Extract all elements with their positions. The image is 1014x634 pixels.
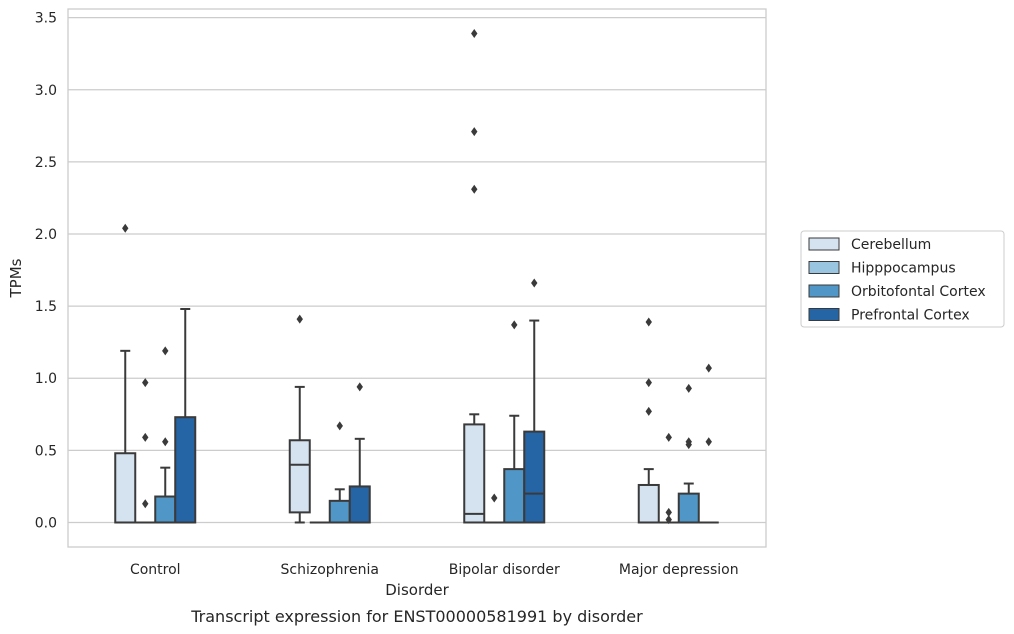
outlier-point [685,383,692,393]
box-prefrontal-cortex [174,308,197,524]
box-prefrontal-cortex [348,382,371,524]
x-tick-label: Control [130,562,181,578]
box-hipppocampus [484,493,505,524]
box-orbitofontal-cortex [503,320,526,524]
legend-swatch [808,237,840,251]
outlier-point [645,378,652,388]
outlier-point [511,320,518,330]
y-tick-label: 1.5 [35,299,57,315]
box-cerebellum [114,223,137,524]
box-hipppocampus [658,432,679,525]
box-body [463,423,486,524]
box-body [677,492,700,524]
legend-swatch [808,284,840,298]
outlier-point [665,515,672,525]
outlier-point [685,437,692,447]
legend-swatch [808,308,840,321]
outlier-point [162,437,169,447]
outlier-point [336,421,343,431]
box-body [114,452,137,524]
legend-swatch [808,261,840,274]
box-prefrontal-cortex [523,278,546,524]
outlier-point [471,29,478,39]
outlier-point [142,378,149,388]
x-tick-label: Bipolar disorder [449,562,560,578]
x-axis-label: Disorder [385,581,449,599]
box-orbitofontal-cortex [328,421,351,524]
y-axis-ticks: 0.0 0.5 1.0 1.5 2.0 2.5 3.0 3.5 [35,11,57,532]
chart-caption: Transcript expression for ENST0000058199… [190,607,643,626]
outlier-point [705,437,712,447]
box-body [503,468,526,524]
outlier-point [471,184,478,194]
x-tick-label: Major depression [619,562,739,578]
box-body [174,416,197,524]
box-orbitofontal-cortex [154,346,177,524]
outlier-point [296,314,303,324]
legend-items: Cerebellum Hipppocampus Orbitofontal Corte… [808,237,986,324]
grid-lines [68,17,766,524]
outlier-point [471,127,478,137]
box-body [288,439,311,514]
box-body [637,483,660,524]
x-tick-label: Schizophrenia [281,562,379,578]
outlier-point [356,382,363,392]
outlier-point [705,363,712,373]
outlier-point [142,499,149,509]
legend-label: Prefrontal Cortex [851,308,970,324]
box-hipppocampus [135,378,156,524]
y-tick-label: 1.0 [35,371,57,387]
outlier-point [122,223,129,233]
legend: Cerebellum Hipppocampus Orbitofontal Corte… [800,230,1005,328]
plot-frame [67,8,767,548]
legend-label: Hipppocampus [851,261,956,277]
outlier-point [531,278,538,288]
outlier-point [665,507,672,517]
y-tick-label: 0.5 [35,443,57,459]
x-axis-ticks: Control Schizophrenia Bipolar disorder Majo… [130,562,739,578]
y-tick-label: 3.5 [35,11,57,27]
outlier-point [491,493,498,503]
box-body [328,499,351,524]
box-cerebellum [463,29,486,524]
box-body [523,430,546,524]
outlier-point [665,432,672,442]
outlier-point [645,317,652,327]
y-axis-label: TPMs [7,258,25,298]
y-tick-label: 3.0 [35,83,57,99]
box-body [154,495,177,524]
outlier-point [142,432,149,442]
box-plot-area [114,29,719,525]
box-orbitofontal-cortex [677,383,700,524]
box-cerebellum [288,314,311,524]
outlier-point [645,406,652,416]
box-cerebellum [637,317,660,524]
legend-label: Cerebellum [851,237,931,253]
y-tick-label: 0.0 [35,515,57,531]
legend-label: Orbitofontal Cortex [851,284,986,300]
outlier-point [162,346,169,356]
y-tick-label: 2.5 [35,155,57,171]
box-prefrontal-cortex [698,363,719,524]
box-body [348,485,371,524]
y-tick-label: 2.0 [35,227,57,243]
legend-frame [800,230,1005,328]
